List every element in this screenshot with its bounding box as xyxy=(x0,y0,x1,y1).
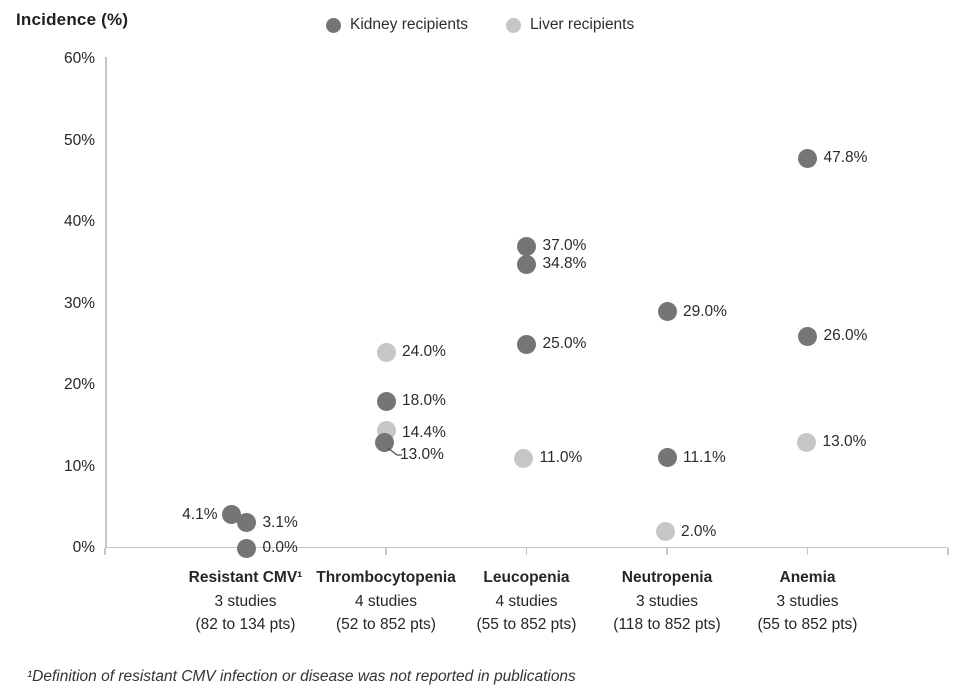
y-tick-label: 50% xyxy=(63,131,95,149)
footnote: ¹Definition of resistant CMV infection o… xyxy=(27,668,576,685)
x-axis xyxy=(105,546,948,548)
data-point-kidney xyxy=(517,254,536,274)
category-studies: 3 studies xyxy=(214,592,277,610)
legend-marker-liver-icon xyxy=(506,17,521,33)
data-point-kidney xyxy=(374,432,394,452)
category-name: Leucopenia xyxy=(483,569,570,586)
data-point-kidney xyxy=(798,326,817,346)
data-point-kidney xyxy=(517,334,536,354)
data-point-kidney xyxy=(376,391,396,411)
y-tick-label: 20% xyxy=(63,376,95,393)
data-point-label: 26.0% xyxy=(823,327,868,345)
category-label: Leucopenia 4 studies (55 to 852 pts) xyxy=(432,566,622,637)
legend-label-liver: Liver recipients xyxy=(530,16,635,33)
category-patients: (55 to 852 pts) xyxy=(757,616,858,633)
category-name: Thrombocytopenia xyxy=(316,569,456,586)
data-point-label: 13.0% xyxy=(400,446,444,464)
chart-title: Incidence (%) xyxy=(16,10,129,29)
data-point-label: 29.0% xyxy=(683,302,727,320)
category-name: Resistant CMV¹ xyxy=(188,569,303,586)
data-point-kidney xyxy=(657,448,677,468)
x-axis-tick xyxy=(947,548,949,555)
data-point-kidney xyxy=(657,302,677,322)
label-leader-line xyxy=(387,446,405,465)
data-point-liver xyxy=(797,432,816,452)
category-label: Resistant CMV¹ 3 studies (82 to 134 pts) xyxy=(151,566,341,637)
data-point-label: 47.8% xyxy=(823,149,868,167)
legend-item-kidney: Kidney recipients xyxy=(326,16,468,34)
legend-marker-kidney-icon xyxy=(326,17,341,33)
category-name: Anemia xyxy=(779,569,836,586)
data-point-label: 11.0% xyxy=(539,449,583,467)
data-point-label: 4.1% xyxy=(182,505,218,523)
y-axis xyxy=(105,57,107,548)
data-point-label: 3.1% xyxy=(262,513,298,531)
data-point-label: 2.0% xyxy=(681,522,717,540)
legend-label-kidney: Kidney recipients xyxy=(350,16,469,33)
data-point-kidney xyxy=(237,513,256,533)
x-axis-tick xyxy=(525,548,528,555)
category-name: Neutropenia xyxy=(621,569,713,586)
data-point-label: 24.0% xyxy=(402,343,446,361)
data-point-label: 14.4% xyxy=(402,423,446,441)
category-label: Thrombocytopenia 4 studies (52 to 852 pts) xyxy=(291,566,481,637)
data-point-label: 13.0% xyxy=(822,433,867,451)
category-studies: 4 studies xyxy=(354,592,418,610)
category-label: Neutropenia 3 studies (118 to 852 pts) xyxy=(572,566,762,637)
data-point-liver xyxy=(376,342,396,362)
x-axis-tick xyxy=(806,548,809,555)
x-axis-tick xyxy=(385,548,387,555)
category-patients: (82 to 134 pts) xyxy=(195,616,296,633)
y-tick-label: 10% xyxy=(63,457,95,475)
category-label: Anemia 3 studies (55 to 852 pts) xyxy=(713,566,903,637)
data-point-label: 37.0% xyxy=(542,237,587,255)
category-patients: (52 to 852 pts) xyxy=(336,616,436,633)
category-patients: (55 to 852 pts) xyxy=(476,616,577,633)
data-point-label: 11.1% xyxy=(683,448,726,466)
data-point-liver xyxy=(514,448,533,468)
y-tick-label: 30% xyxy=(63,294,95,312)
data-point-kidney xyxy=(517,236,536,256)
y-tick-label: 0% xyxy=(72,539,95,556)
legend-item-liver: Liver recipients xyxy=(506,16,634,34)
data-point-liver xyxy=(655,522,675,542)
category-studies: 4 studies xyxy=(495,592,558,610)
data-point-label: 34.8% xyxy=(542,255,587,273)
data-point-label: 0.0% xyxy=(262,539,298,556)
category-patients: (118 to 852 pts) xyxy=(613,616,721,633)
data-point-kidney xyxy=(798,148,817,168)
x-axis-tick xyxy=(666,548,668,555)
category-studies: 3 studies xyxy=(776,592,839,610)
y-tick-label: 40% xyxy=(63,213,95,230)
x-axis-tick xyxy=(104,548,106,555)
data-point-kidney xyxy=(237,538,256,558)
y-tick-label: 60% xyxy=(63,50,95,67)
data-point-label: 18.0% xyxy=(402,392,446,410)
category-studies: 3 studies xyxy=(635,592,699,610)
data-point-kidney xyxy=(222,505,241,525)
data-point-label: 25.0% xyxy=(542,335,587,353)
